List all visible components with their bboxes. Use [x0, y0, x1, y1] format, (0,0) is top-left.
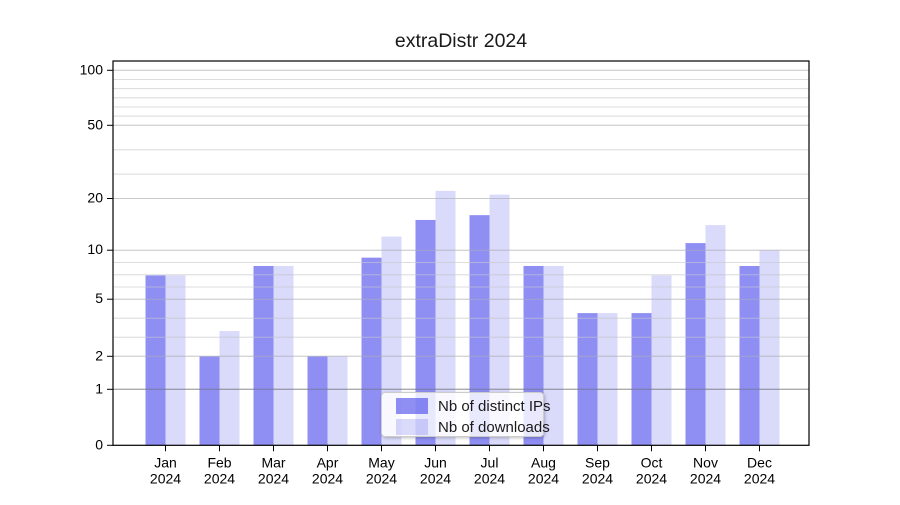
- svg-text:Oct: Oct: [641, 454, 663, 470]
- svg-text:5: 5: [95, 290, 103, 306]
- svg-text:0: 0: [95, 436, 103, 452]
- svg-text:2024: 2024: [744, 470, 775, 486]
- svg-text:Dec: Dec: [747, 454, 772, 470]
- svg-text:10: 10: [87, 241, 103, 257]
- svg-text:50: 50: [87, 116, 103, 132]
- svg-text:2024: 2024: [204, 470, 235, 486]
- svg-text:Mar: Mar: [261, 454, 285, 470]
- svg-text:2024: 2024: [474, 470, 505, 486]
- svg-text:Apr: Apr: [317, 454, 339, 470]
- svg-text:2024: 2024: [420, 470, 451, 486]
- svg-text:2024: 2024: [258, 470, 289, 486]
- svg-text:2024: 2024: [636, 470, 667, 486]
- svg-text:100: 100: [80, 61, 104, 77]
- svg-text:2: 2: [95, 347, 103, 363]
- svg-text:2024: 2024: [366, 470, 397, 486]
- svg-text:Jun: Jun: [424, 454, 447, 470]
- svg-text:Aug: Aug: [531, 454, 556, 470]
- svg-text:2024: 2024: [582, 470, 613, 486]
- svg-text:20: 20: [87, 190, 103, 206]
- svg-text:Sep: Sep: [585, 454, 610, 470]
- svg-text:Jul: Jul: [481, 454, 499, 470]
- svg-text:2024: 2024: [312, 470, 343, 486]
- svg-text:2024: 2024: [690, 470, 721, 486]
- svg-text:2024: 2024: [150, 470, 181, 486]
- svg-text:2024: 2024: [528, 470, 559, 486]
- svg-text:Jan: Jan: [154, 454, 177, 470]
- svg-text:May: May: [368, 454, 394, 470]
- svg-text:Nov: Nov: [693, 454, 718, 470]
- svg-text:1: 1: [95, 380, 103, 396]
- svg-text:Feb: Feb: [207, 454, 231, 470]
